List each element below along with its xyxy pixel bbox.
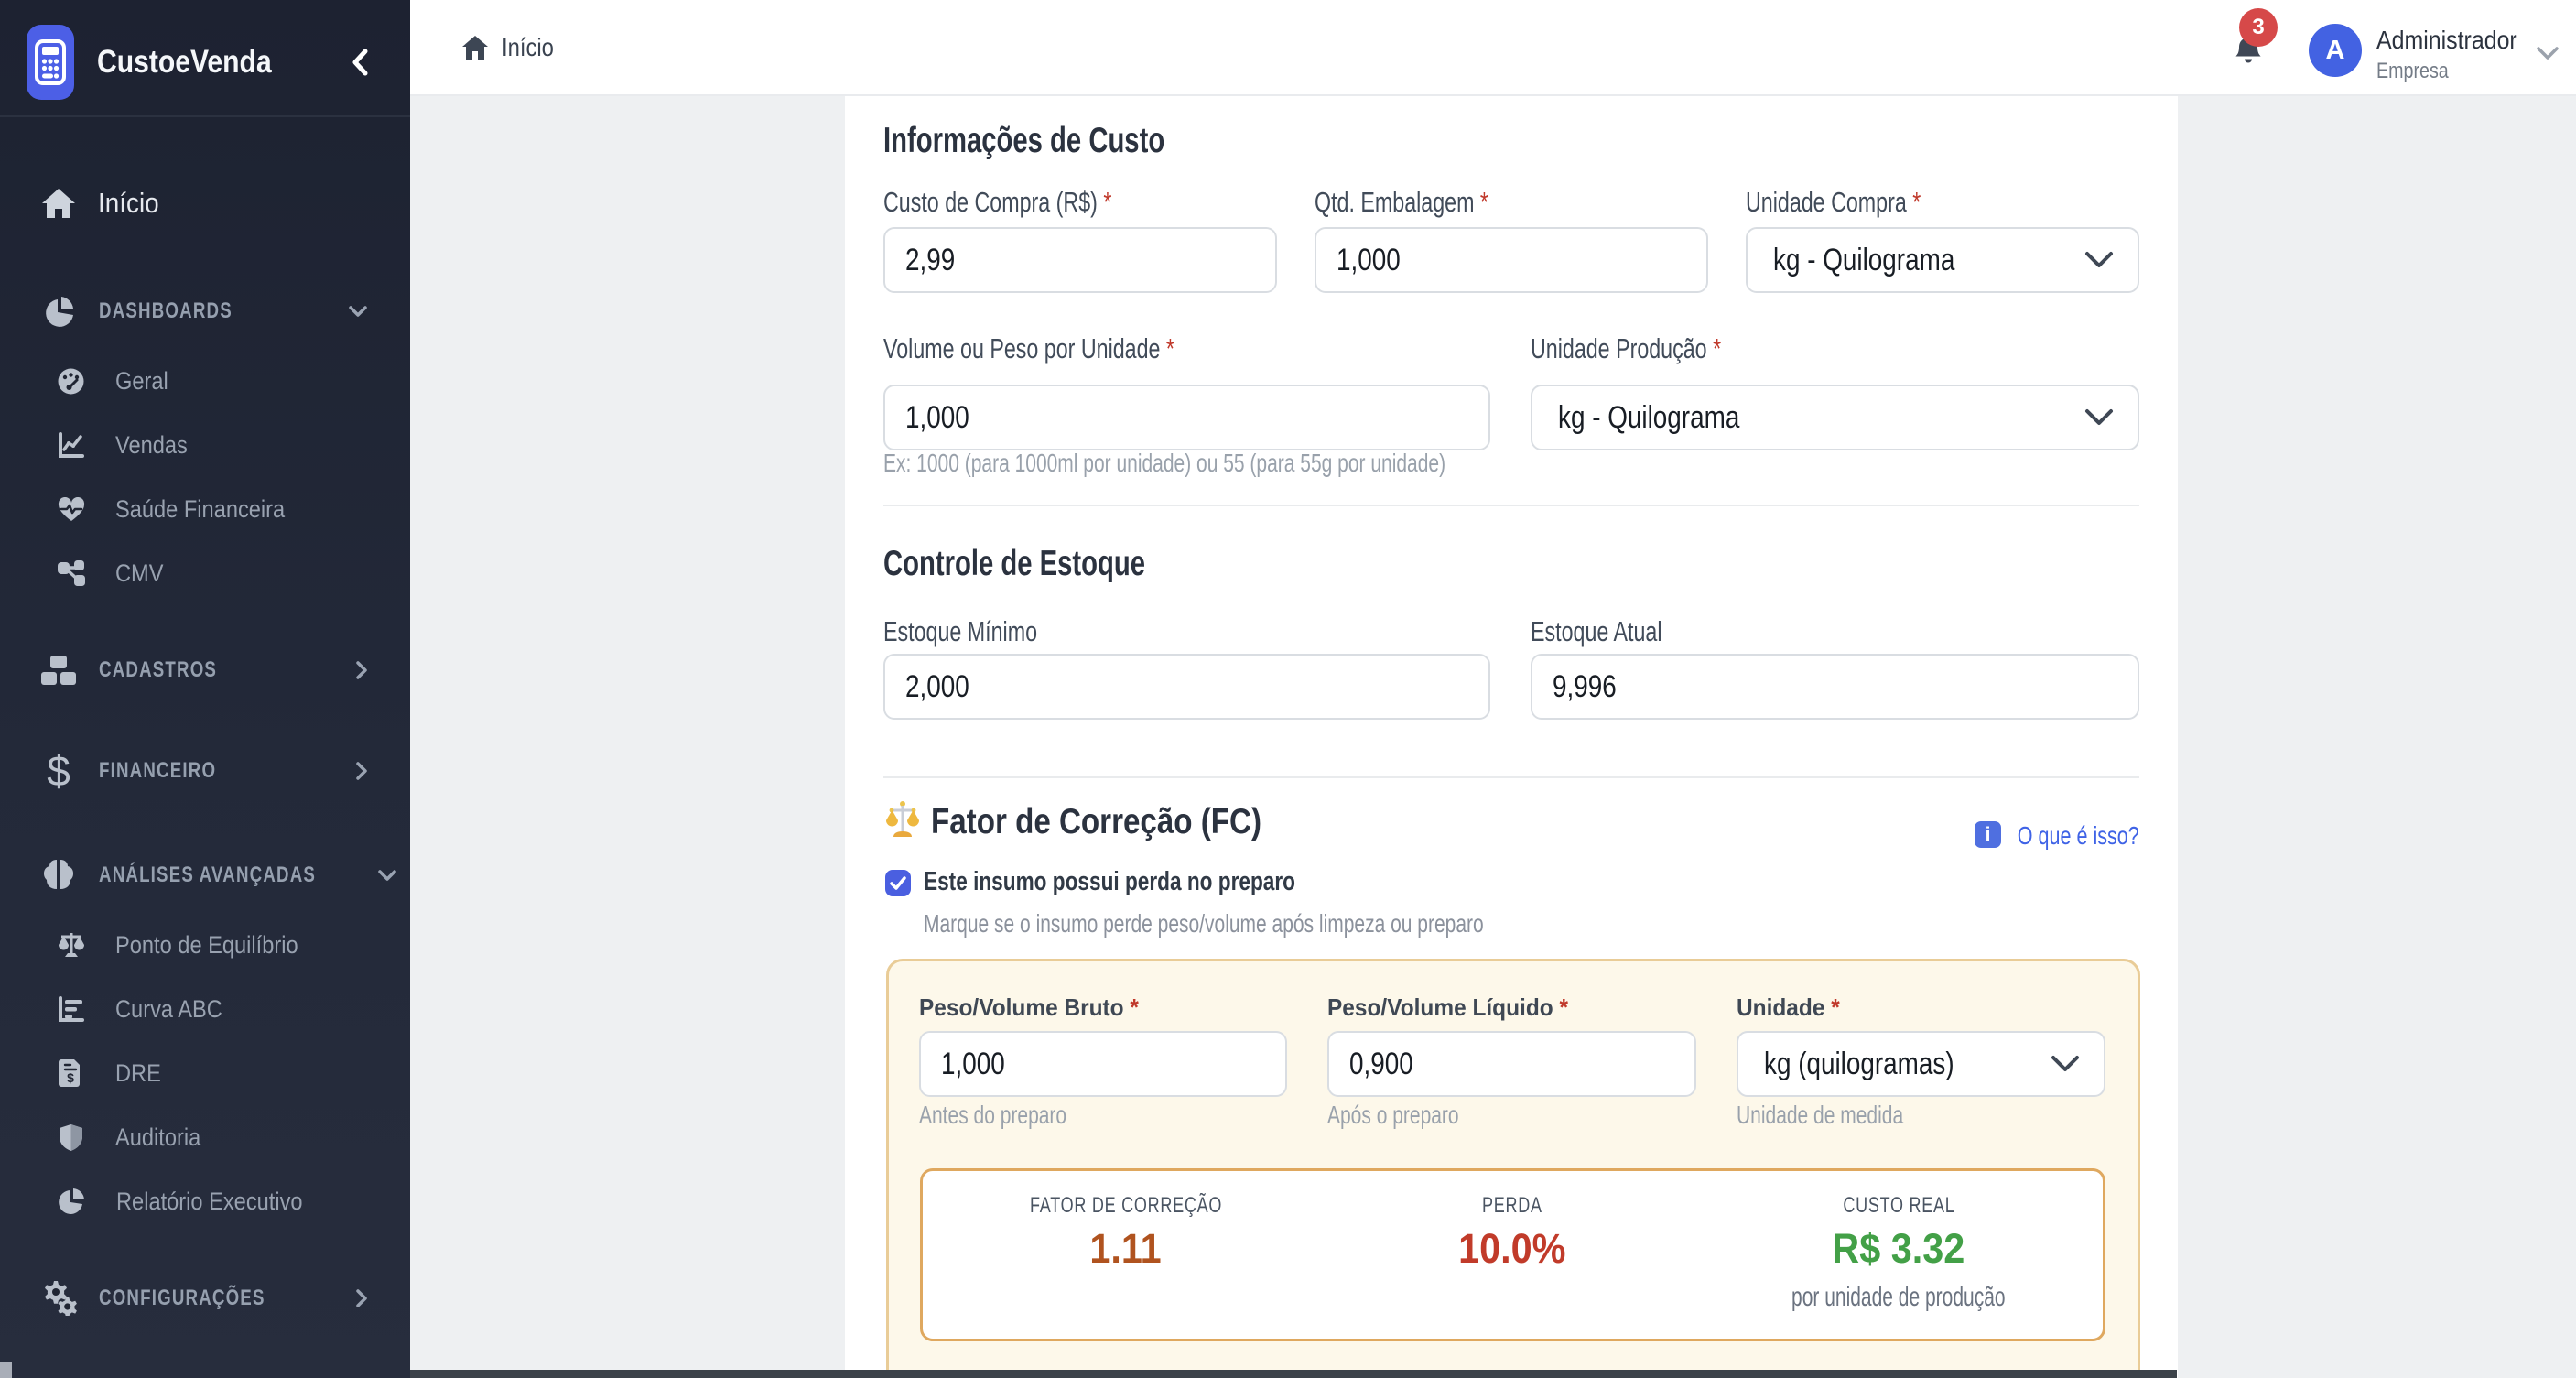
svg-text:$: $ (67, 1070, 74, 1085)
